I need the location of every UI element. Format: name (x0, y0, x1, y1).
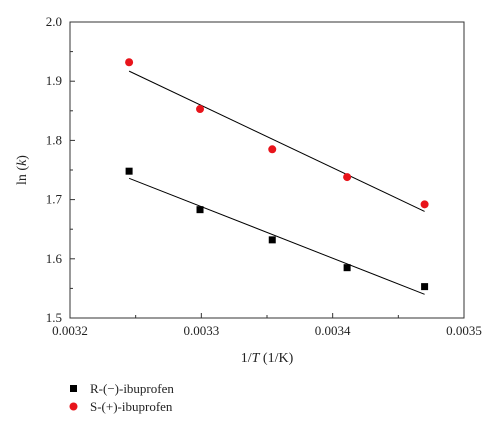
y-tick-label-5: 2.0 (46, 14, 62, 29)
y-tick-label-2: 1.7 (46, 192, 63, 207)
x-tick-label-3: 0.0035 (446, 323, 482, 338)
point-series-0-0 (125, 167, 133, 175)
point-series-0-1 (196, 206, 204, 214)
legend-marker-r-ibuprofen (70, 385, 77, 392)
x-axis: 0.0032 0.0033 0.0034 0.0035 (52, 313, 482, 338)
y-tick-label-3: 1.8 (46, 132, 62, 147)
y-axis-title: ln (k) (15, 155, 30, 185)
x-tick-label-1: 0.0033 (183, 323, 219, 338)
y-tick-label-4: 1.9 (46, 73, 62, 88)
point-series-1-3 (343, 173, 352, 182)
point-series-0-3 (343, 264, 351, 272)
legend-label-r-ibuprofen: R-(−)-ibuprofen (90, 381, 174, 396)
point-series-1-1 (196, 105, 205, 114)
x-tick-label-0: 0.0032 (52, 323, 88, 338)
x-axis-title: 1/T (1/K) (241, 351, 294, 366)
legend: R-(−)-ibuprofen S-(+)-ibuprofen (69, 381, 174, 414)
point-series-1-0 (125, 58, 134, 67)
point-series-0-4 (421, 283, 429, 291)
legend-label-s-ibuprofen: S-(+)-ibuprofen (90, 399, 173, 414)
data-points (125, 58, 429, 291)
fit-line-series-1 (128, 70, 425, 212)
y-axis: 1.5 1.6 1.7 1.8 1.9 2.0 (46, 14, 75, 325)
legend-marker-s-ibuprofen (69, 402, 78, 411)
point-series-1-4 (420, 200, 429, 209)
fit-line-series-0 (128, 177, 425, 295)
fit-lines (128, 70, 425, 295)
y-tick-label-1: 1.6 (46, 251, 63, 266)
x-tick-label-2: 0.0034 (315, 323, 351, 338)
point-series-0-2 (268, 236, 276, 244)
y-tick-label-0: 1.5 (46, 310, 62, 325)
point-series-1-2 (268, 145, 277, 154)
